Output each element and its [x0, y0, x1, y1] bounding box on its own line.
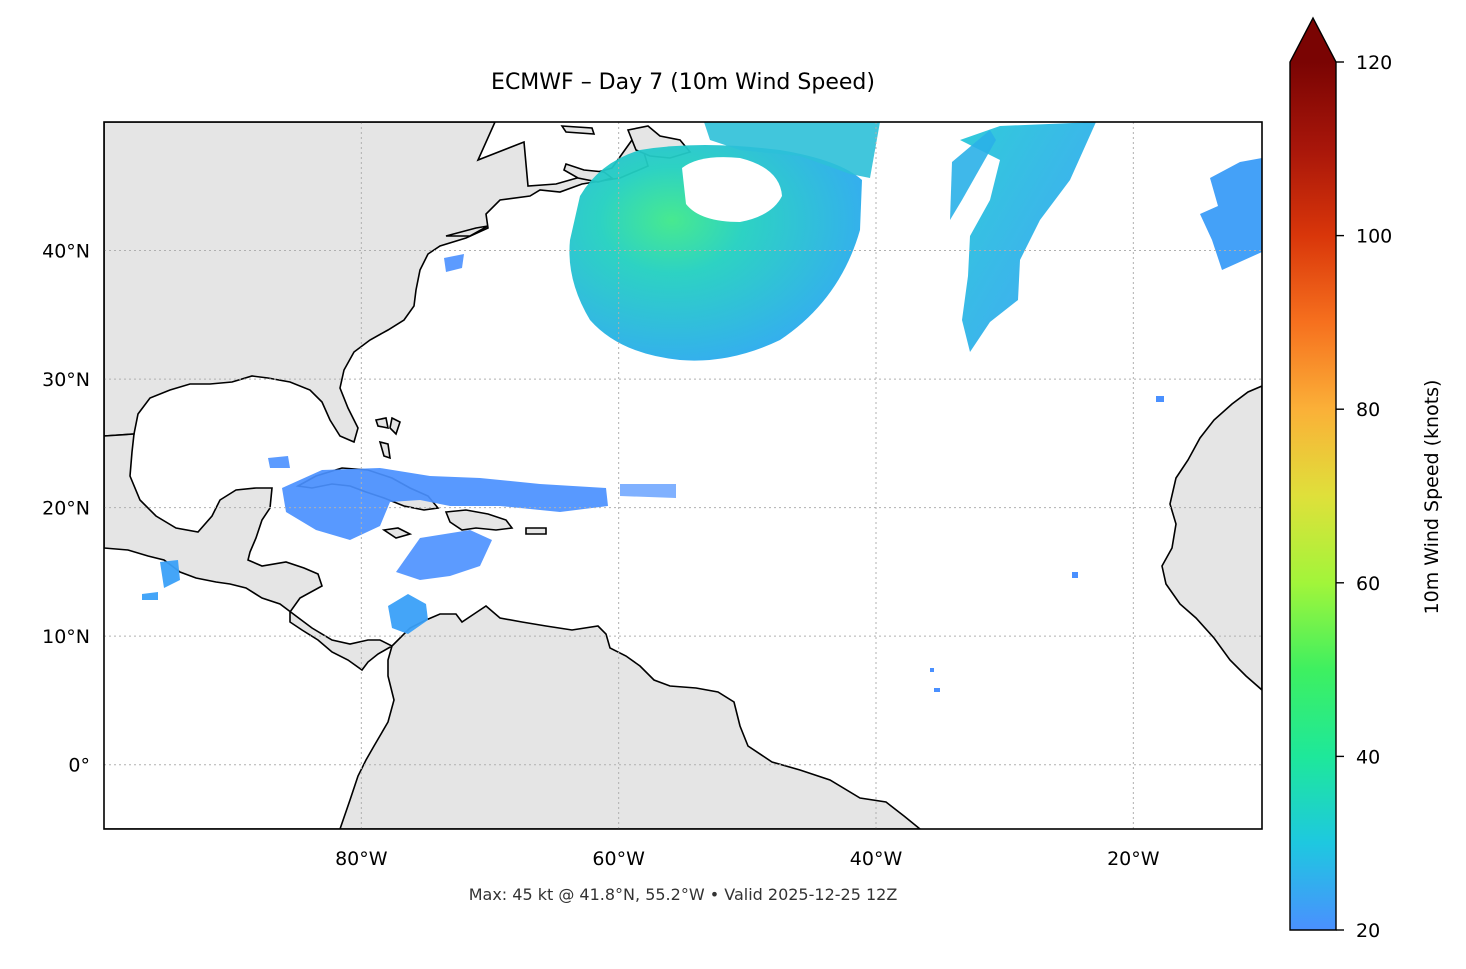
wind-field [142, 122, 1262, 692]
wind-speckle-3 [930, 668, 934, 672]
map-area [104, 122, 1262, 829]
wind-band-mid-atlantic [960, 122, 1096, 352]
lat-tick-label: 30°N [42, 369, 90, 391]
colorbar-tick-label: 120 [1356, 52, 1392, 74]
map-frame [103, 121, 1263, 830]
colorbar-extend-arrow [1290, 18, 1336, 62]
wind-speckle-6 [1156, 396, 1164, 402]
colorbar-tick-label: 40 [1356, 746, 1380, 768]
wind-speckle-2 [268, 456, 290, 468]
bahamas-islands [374, 416, 401, 460]
lon-tick-label: 60°W [592, 848, 645, 870]
map-footer: Max: 45 kt @ 41.8°N, 55.2°W • Valid 2025… [468, 885, 898, 904]
colorbar-tick-label: 60 [1356, 573, 1380, 595]
anticosti-island [560, 125, 596, 135]
wind-storm-eye [682, 157, 782, 222]
wind-band-west-strand [950, 130, 996, 220]
south-america-landmass [104, 604, 922, 829]
wind-storm-main [569, 145, 862, 361]
lon-tick-label: 40°W [850, 848, 903, 870]
map-title: ECMWF – Day 7 (10m Wind Speed) [491, 70, 875, 95]
colorbar-tick-label: 80 [1356, 399, 1380, 421]
wind-caribbean-east [396, 530, 492, 580]
colorbar-outline [1289, 16, 1337, 931]
wind-storm-north [704, 122, 880, 178]
hispaniola-island [444, 509, 514, 531]
wind-patch-east [1200, 158, 1262, 270]
gridlines [104, 122, 1262, 829]
wind-caribbean-band [282, 468, 608, 540]
wind-speckle-5 [1072, 572, 1078, 578]
colorbar-tick-label: 100 [1356, 226, 1392, 248]
colorbar-tick-label: 20 [1356, 920, 1380, 942]
lat-tick-labels: 40°N 30°N 20°N 10°N 0° [42, 241, 90, 777]
colorbar-label: 10m Wind Speed (knots) [1421, 379, 1443, 615]
lat-tick-label: 20°N [42, 498, 90, 520]
lon-tick-labels: 80°W 60°W 40°W 20°W [335, 848, 1160, 870]
wind-venezuela-coast [388, 594, 428, 634]
lon-tick-label: 20°W [1107, 848, 1160, 870]
wind-speckle-4 [934, 688, 940, 692]
wind-pacific-patch [142, 560, 180, 600]
lat-tick-label: 10°N [42, 626, 90, 648]
jamaica-island [381, 527, 413, 539]
africa-landmass [1161, 385, 1262, 692]
puerto-rico-island [525, 527, 547, 535]
lat-tick-label: 40°N [42, 241, 90, 263]
wind-east-of-bahamas [620, 484, 676, 498]
colorbar-ticks: 120 100 80 60 40 20 [1336, 52, 1392, 942]
colorbar: 120 100 80 60 40 20 [1289, 16, 1392, 942]
wind-speckle-1 [444, 254, 464, 272]
lon-tick-label: 80°W [335, 848, 388, 870]
colorbar-fill [1290, 62, 1336, 930]
long-island [445, 225, 489, 237]
lat-tick-label: 0° [68, 755, 90, 777]
